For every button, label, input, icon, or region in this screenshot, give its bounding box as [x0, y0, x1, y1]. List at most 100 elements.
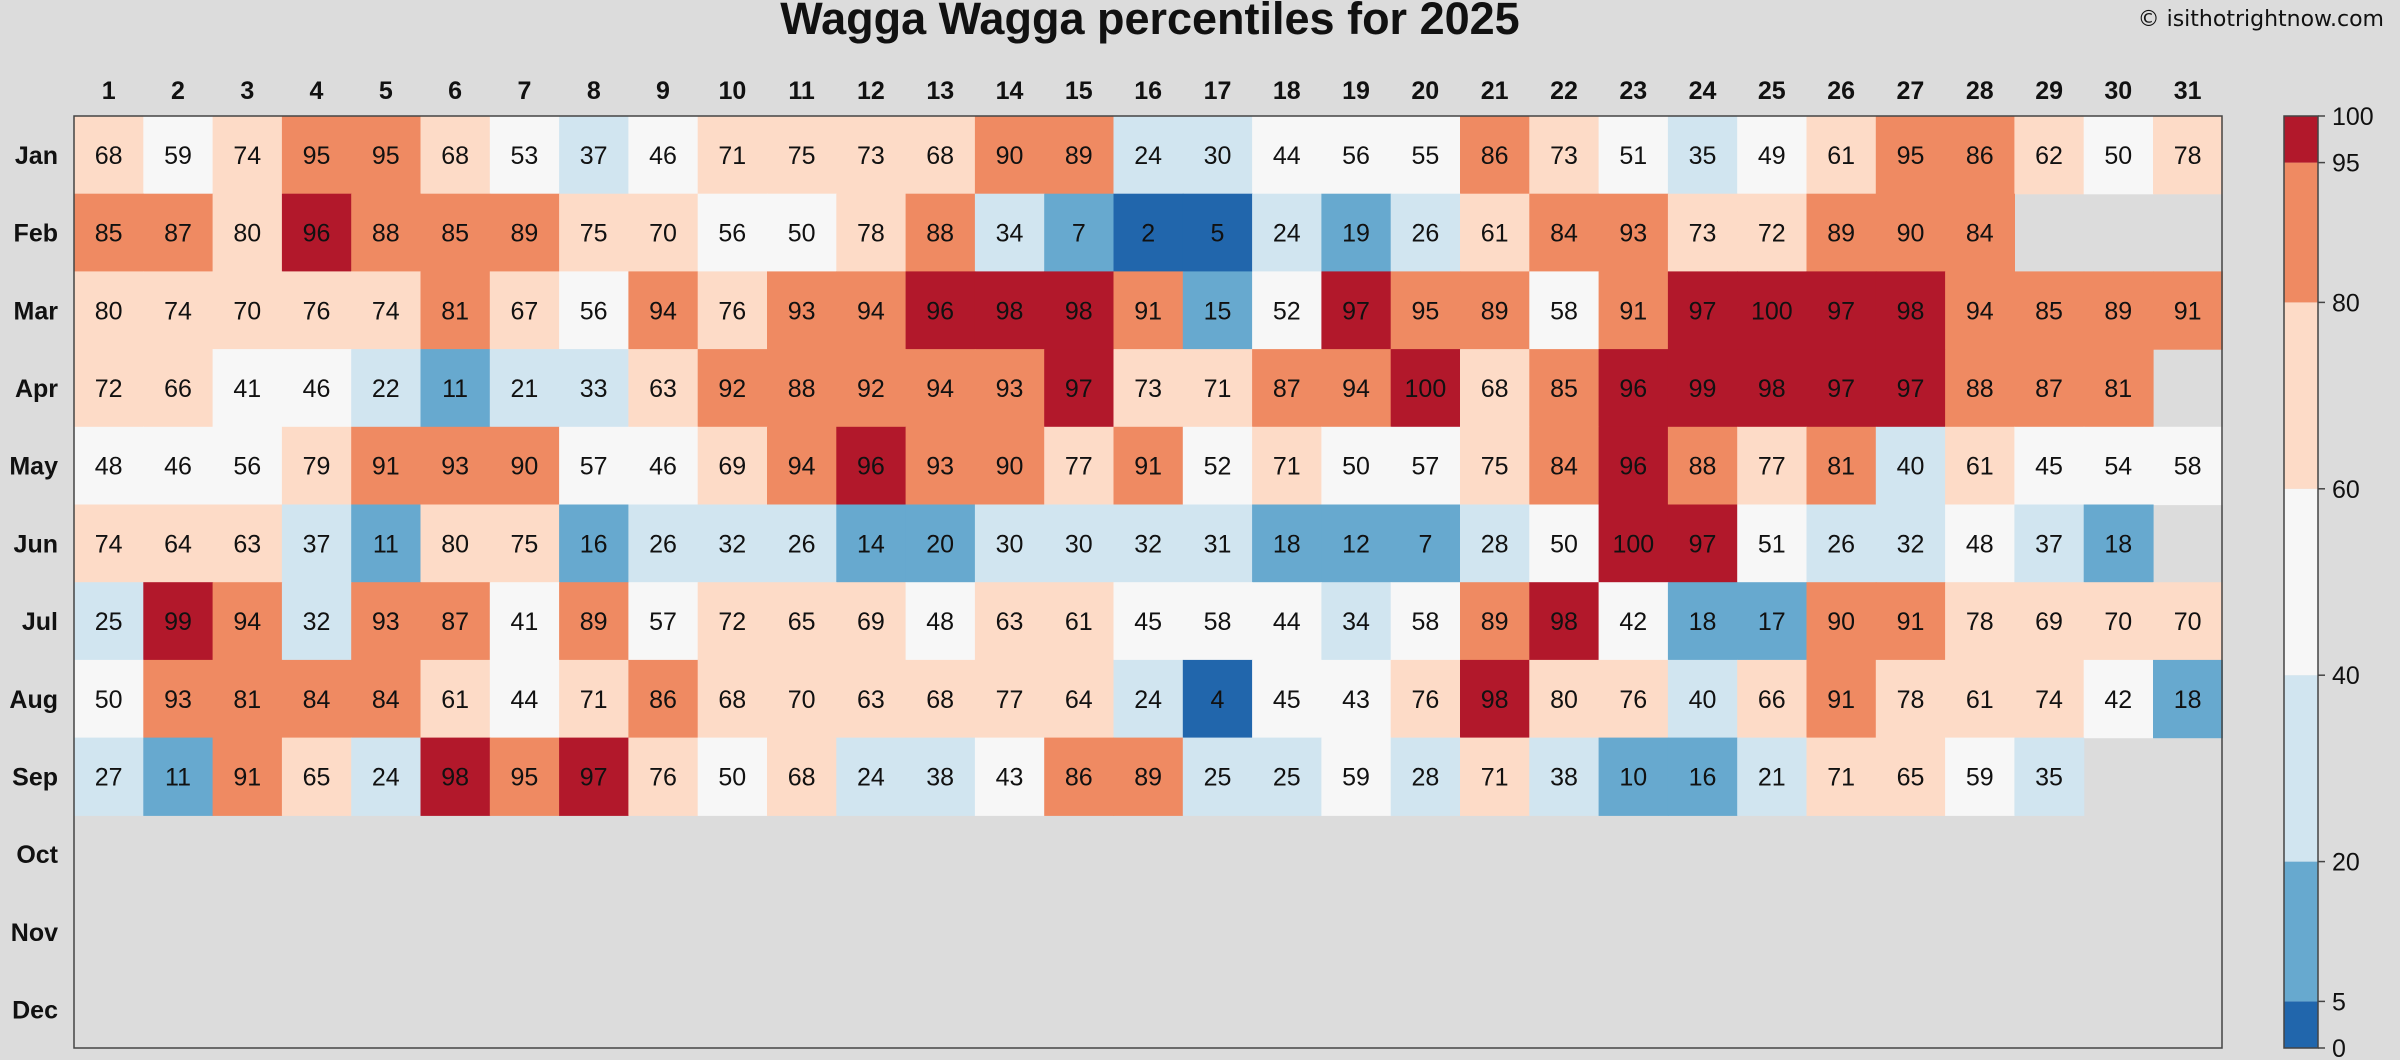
heatmap-cell: [1529, 193, 1600, 272]
cell-value: 68: [95, 142, 123, 170]
cell-value: 11: [373, 530, 399, 558]
heatmap-cell: [905, 193, 976, 272]
day-label: 31: [2174, 77, 2202, 105]
heatmap-cell: [212, 271, 283, 350]
cell-value: 32: [303, 608, 331, 636]
cell-value: 26: [649, 530, 677, 558]
cell-value: 90: [996, 142, 1024, 170]
day-label: 3: [240, 77, 254, 105]
cell-value: 69: [718, 453, 746, 481]
cell-value: 38: [1550, 764, 1578, 792]
cell-value: 67: [510, 297, 538, 325]
cell-value: 90: [1827, 608, 1855, 636]
heatmap-cell: [281, 504, 352, 583]
heatmap-cell: [836, 193, 907, 272]
heatmap-cell: [1529, 271, 1600, 350]
cell-value: 66: [164, 375, 192, 403]
heatmap-cell: [1598, 582, 1669, 661]
cell-value: 96: [1619, 453, 1647, 481]
heatmap-cell: [1598, 116, 1669, 195]
heatmap-cell: [836, 426, 907, 506]
colorbar-tick-label: 95: [2332, 150, 2360, 178]
cell-value: 33: [580, 375, 608, 403]
heatmap-cell: [489, 116, 560, 195]
cell-value: 74: [95, 530, 123, 558]
cell-value: 61: [1065, 608, 1093, 636]
cell-value: 91: [1827, 686, 1855, 714]
heatmap-cell: [1390, 426, 1461, 506]
cell-value: 95: [372, 142, 400, 170]
heatmap-cell: [1182, 349, 1253, 428]
cell-value: 76: [303, 297, 331, 325]
cell-value: 80: [95, 297, 123, 325]
cell-value: 46: [164, 453, 192, 481]
heatmap-cell: [1529, 659, 1600, 739]
cell-value: 25: [1273, 764, 1301, 792]
heatmap-cell: [1529, 349, 1600, 428]
cell-value: 71: [1273, 453, 1301, 481]
day-labels: 1 2 3 4 5 6 7 8 9 10 11 12 13 14 15 16 17 18 19 20 21 22 23 24 2…: [102, 77, 2202, 105]
cell-value: 53: [510, 142, 538, 170]
heatmap-cell: [2014, 349, 2085, 428]
heatmap-cell: [1875, 193, 1946, 272]
heatmap-cell: [1321, 349, 1392, 428]
cell-value: 43: [996, 764, 1024, 792]
cell-value: 35: [2035, 764, 2063, 792]
heatmap-cell: [489, 582, 560, 661]
month-label: Apr: [15, 375, 58, 403]
heatmap-cell: [420, 193, 491, 272]
day-label: 9: [656, 77, 670, 105]
cell-value: 5: [1211, 220, 1225, 248]
heatmap-cell: [74, 349, 144, 428]
cell-value: 24: [1134, 686, 1162, 714]
day-label: 7: [518, 77, 532, 105]
heatmap-cell: [559, 116, 629, 195]
cell-value: 98: [1481, 686, 1509, 714]
heatmap-cell: [1113, 271, 1184, 350]
heatmap-cell: [1875, 426, 1946, 506]
month-label: May: [9, 453, 58, 481]
heatmap-cell: [1460, 737, 1530, 816]
heatmap-cell: [1737, 193, 1808, 272]
day-label: 23: [1619, 77, 1647, 105]
heatmap-cell: [1321, 737, 1392, 816]
heatmap-cell: [2014, 116, 2085, 195]
heatmap-cell: [420, 659, 491, 739]
heatmap-cell: [1806, 193, 1877, 272]
cell-value: 50: [2104, 142, 2132, 170]
cell-value: 34: [1342, 608, 1370, 636]
cell-value: 94: [857, 297, 885, 325]
cell-value: 93: [164, 686, 192, 714]
cell-value: 75: [580, 220, 608, 248]
cell-value: 28: [1481, 530, 1509, 558]
heatmap-cell: [1945, 659, 2015, 739]
cell-value: 91: [2174, 297, 2202, 325]
cell-value: 56: [233, 453, 261, 481]
heatmap-cell: [1182, 193, 1253, 272]
cell-value: 40: [1689, 686, 1717, 714]
cell-value: 95: [303, 142, 331, 170]
heatmap-cell: [74, 504, 144, 583]
heatmap-cell: [1667, 116, 1738, 195]
heatmap-cell: [1460, 582, 1530, 661]
cell-value: 56: [1342, 142, 1370, 170]
heatmap-cell: [143, 349, 214, 428]
heatmap-cell: [905, 504, 976, 583]
cell-value: 31: [1204, 530, 1232, 558]
heatmap-cell: [2153, 426, 2223, 506]
cell-value: 91: [372, 453, 400, 481]
heatmap-cell: [74, 271, 144, 350]
heatmap-cell: [74, 737, 144, 816]
cell-value: 86: [1481, 142, 1509, 170]
cell-value: 80: [233, 220, 261, 248]
heatmap-cell: [1182, 737, 1253, 816]
heatmap-cell: [1182, 582, 1253, 661]
heatmap-cell: [697, 271, 768, 350]
cell-value: 97: [580, 764, 608, 792]
heatmap-cell: [836, 737, 907, 816]
cell-value: 58: [1204, 608, 1232, 636]
cell-value: 71: [718, 142, 746, 170]
chart-title: Wagga Wagga percentiles for 2025: [780, 0, 1519, 44]
heatmap-cell: [1182, 426, 1253, 506]
